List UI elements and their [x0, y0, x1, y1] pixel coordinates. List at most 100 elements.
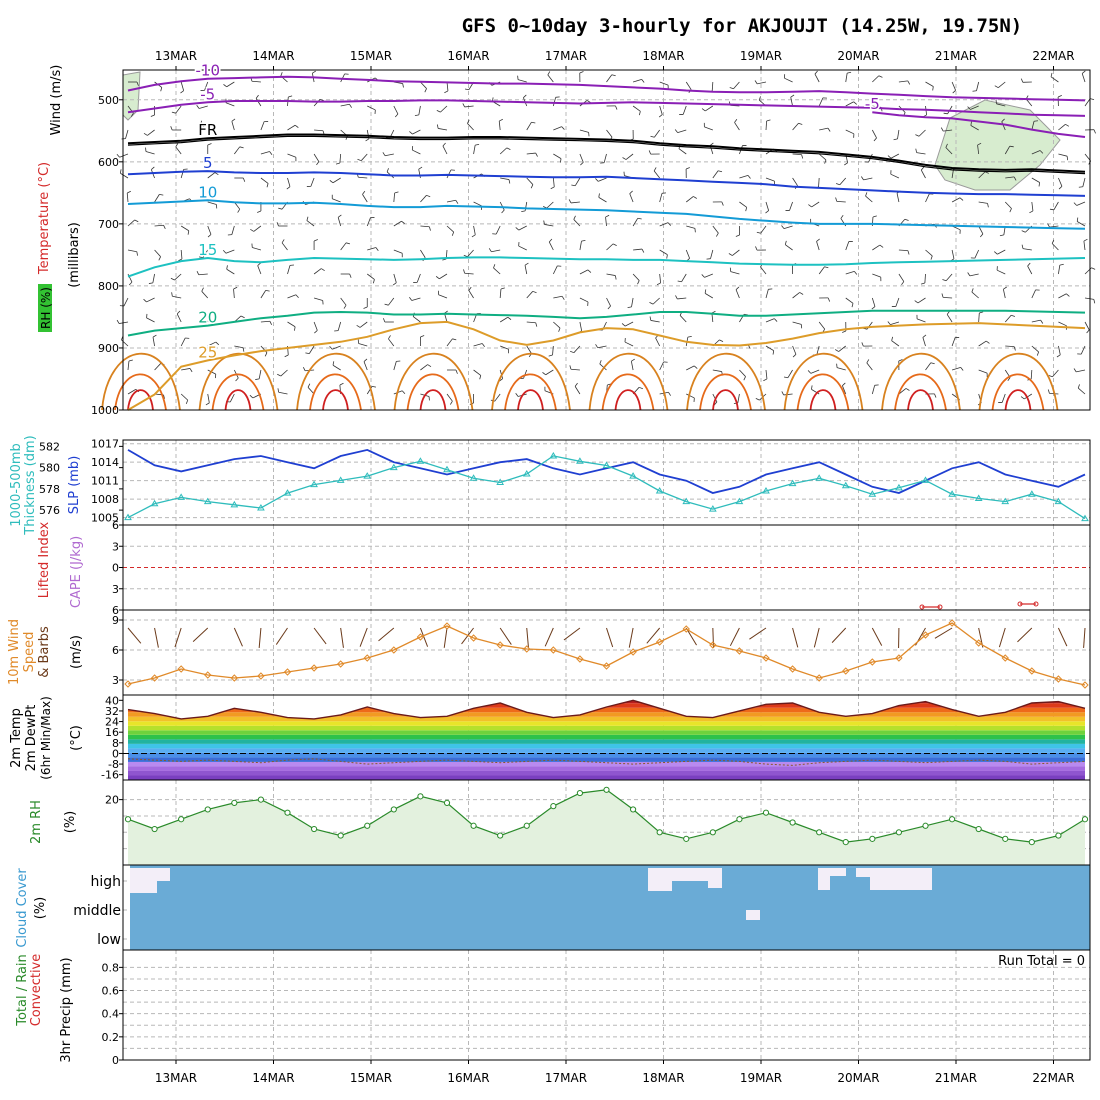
wind-barb	[340, 297, 347, 306]
wind-barb	[999, 234, 1004, 237]
temp-band	[128, 752, 1085, 758]
wind-barb	[789, 201, 793, 211]
axis-label-wind-unit: (m/s)	[69, 635, 84, 669]
wind-barb	[606, 243, 614, 251]
wind-barb-10m	[1083, 627, 1086, 648]
wind-barb	[154, 224, 164, 227]
wind-barb	[807, 370, 812, 374]
wind-barb	[599, 360, 602, 365]
wind-barb	[605, 217, 607, 227]
wind-barb	[388, 335, 391, 340]
wind-barb	[934, 393, 937, 398]
wind-speed-marker	[390, 646, 398, 654]
wind-barb-10m	[154, 627, 159, 648]
temp-contour-30	[296, 352, 376, 411]
wind-barb	[598, 193, 600, 198]
panel-frame	[122, 69, 1091, 411]
wind-barb	[733, 81, 740, 90]
rh-marker	[151, 825, 158, 833]
wind-barb	[440, 105, 448, 113]
temp-contour-30	[393, 352, 474, 411]
wind-barb	[632, 105, 641, 112]
wind-barb	[116, 319, 120, 324]
wind-barb	[552, 265, 558, 275]
wind-barb	[481, 343, 485, 347]
wind-barb	[638, 111, 641, 116]
date-label-bottom: 22MAR	[1032, 1071, 1074, 1085]
temp-contour-30	[978, 352, 1059, 411]
wind-barb	[154, 363, 162, 371]
wind-barb	[732, 249, 740, 256]
cloud-level-label: middle	[73, 903, 121, 919]
wind-barb	[649, 316, 652, 321]
wind-barb	[500, 345, 509, 350]
wind-barb	[890, 321, 900, 326]
wind-barb	[739, 369, 746, 377]
wind-barb	[393, 81, 403, 84]
wind-barb	[1001, 118, 1005, 123]
rh-marker	[523, 822, 530, 829]
wind-barb	[922, 334, 927, 338]
temp-band	[128, 716, 1085, 722]
y-tick-label: 0.6	[102, 985, 120, 998]
wind-barb	[710, 249, 714, 259]
wind-barb	[735, 286, 740, 290]
wind-barb	[493, 264, 496, 269]
wind-barb	[836, 200, 846, 203]
wind-barb	[229, 393, 235, 403]
wind-barb	[1003, 286, 1007, 290]
wind-barb	[573, 215, 576, 220]
wind-barb	[1004, 201, 1012, 209]
temp-contour-30	[101, 352, 181, 411]
wind-barb	[739, 174, 749, 179]
wind-barb	[420, 249, 426, 258]
wind-barb	[233, 288, 235, 299]
wind-barb	[925, 362, 932, 371]
wind-barb	[393, 192, 396, 203]
wind-barb	[339, 382, 344, 386]
wind-barb	[1058, 185, 1063, 190]
wind-barb	[978, 340, 987, 347]
date-label-top: 18MAR	[642, 49, 684, 63]
rh-marker	[364, 822, 371, 829]
wind-speed-marker	[336, 660, 345, 668]
wind-barb	[667, 222, 672, 226]
wind-barb	[257, 210, 262, 213]
rh-marker	[629, 806, 637, 813]
wind-barb	[1031, 150, 1041, 155]
wind-barb	[704, 293, 714, 299]
wind-barb	[765, 345, 774, 351]
rh-marker	[922, 822, 929, 829]
axis-label-minmax: (6hr Min/Max)	[39, 696, 53, 780]
wind-barb	[842, 330, 847, 333]
panel-frame	[122, 439, 1091, 526]
wind-barb	[895, 297, 900, 307]
wind-barb	[765, 120, 768, 131]
rh-marker	[337, 832, 344, 839]
wind-barb	[792, 153, 802, 156]
wind-barb	[1056, 354, 1061, 358]
wind-barb	[518, 245, 527, 251]
wind-barb-10m	[192, 627, 209, 643]
wind-barb	[712, 393, 718, 403]
temp-band	[128, 721, 1085, 726]
temp-band	[128, 739, 1085, 744]
wind-barb	[872, 75, 880, 83]
wind-barb	[170, 126, 173, 131]
wind-barb	[737, 393, 740, 403]
wind-barb	[1031, 345, 1039, 353]
wind-barb	[811, 201, 820, 208]
date-label-bottom: 16MAR	[447, 1071, 489, 1085]
wind-speed-marker	[895, 654, 903, 662]
wind-barb	[866, 362, 873, 371]
wind-barb	[260, 290, 267, 299]
temp-contour-line	[127, 99, 1086, 117]
y-tick-label: 0.8	[102, 961, 120, 974]
wind-barb	[393, 273, 397, 283]
wind-barb	[748, 344, 751, 349]
wind-barb	[971, 288, 974, 293]
wind-barb	[313, 297, 323, 301]
wind-speed-marker	[974, 639, 983, 647]
y-tick-label: 24	[105, 716, 119, 729]
wind-barb	[524, 265, 528, 275]
